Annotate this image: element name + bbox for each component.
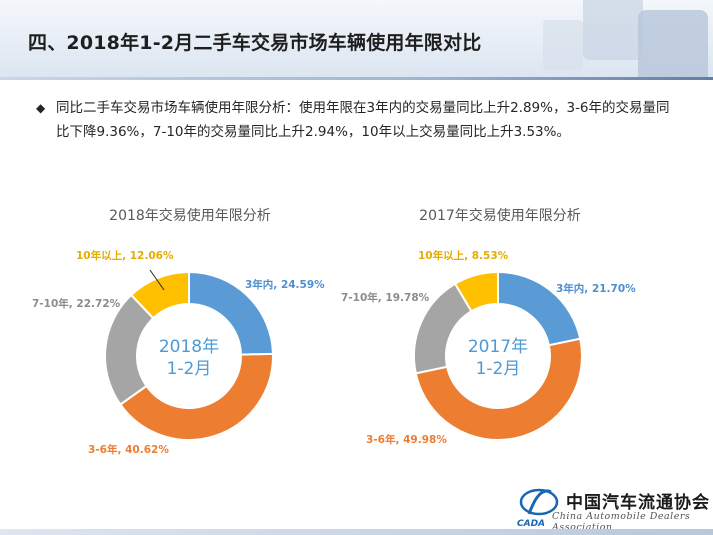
leader-line-0 [149, 269, 165, 291]
slice-label-0-0: 3年内, 24.59% [245, 278, 325, 291]
org-name-cn: 中国汽车流通协会 [566, 493, 710, 513]
chart-2017-title: 2017年交易使用年限分析 [419, 208, 581, 224]
chart-2018-title: 2018年交易使用年限分析 [109, 208, 271, 224]
slice-label-1-3: 10年以上, 8.53% [418, 249, 509, 262]
summary-text: 同比二手车交易市场车辆使用年限分析：使用年限在3年内的交易量同比上升2.89%，… [56, 100, 670, 140]
donut-1: 3年内, 21.70% 3-6年, 49.98% 7-10年, 19.78% 10年以… [341, 249, 636, 446]
logo-abbr: CADA [517, 519, 545, 528]
bullet-diamond-icon: ◆ [36, 101, 46, 115]
slice-label-1-0: 3年内, 21.70% [556, 282, 636, 295]
slice-label-1-1: 3-6年, 49.98% [366, 433, 447, 446]
slice-label-1-2: 7-10年, 19.78% [341, 291, 430, 304]
center-label-1-0: 2017年 [468, 337, 528, 357]
cada-logo-icon: CADA [517, 488, 559, 528]
donut-0: 3年内, 24.59% 3-6年, 40.62% 7-10年, 22.72% 10年以… [32, 249, 325, 456]
footer-divider [0, 529, 713, 535]
org-name-en: China Automobile Dealers Association [552, 511, 691, 533]
slice-1-1 [414, 337, 583, 442]
header-banner: 四、2018年1-2月二手车交易市场车辆使用年限对比 [0, 0, 713, 80]
center-label-0-1: 1-2月 [167, 359, 212, 379]
center-label-0-0: 2018年 [159, 337, 219, 357]
slice-1-3 [453, 270, 499, 313]
header-divider [0, 77, 713, 80]
slice-label-0-3: 10年以上, 12.06% [76, 249, 174, 262]
summary-paragraph: ◆ 同比二手车交易市场车辆使用年限分析：使用年限在3年内的交易量同比上升2.89… [36, 96, 676, 144]
slice-label-0-2: 7-10年, 22.72% [32, 297, 121, 310]
center-label-1-1: 1-2月 [476, 359, 521, 379]
slice-0-1 [118, 352, 274, 441]
slice-label-0-1: 3-6年, 40.62% [88, 443, 169, 456]
slice-0-3 [129, 270, 190, 320]
header-decoration [543, 0, 708, 80]
page-title: 四、2018年1-2月二手车交易市场车辆使用年限对比 [28, 32, 482, 54]
